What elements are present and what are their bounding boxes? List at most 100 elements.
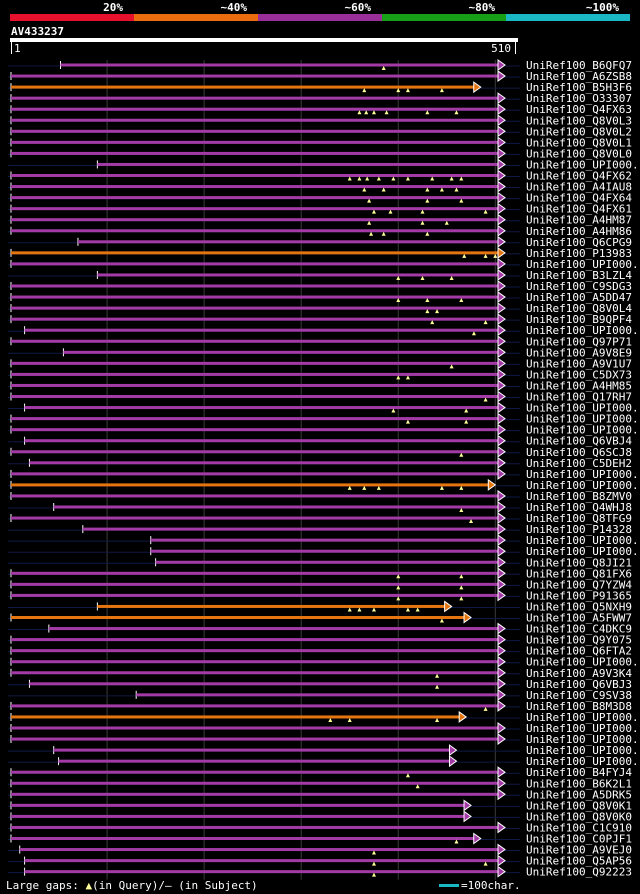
hit-label[interactable]: UniRef100_Q92223: [526, 866, 632, 879]
hit-label[interactable]: UniRef100_C9SV38: [526, 689, 632, 702]
hit-row[interactable]: UniRef100_A4HM86: [8, 225, 632, 238]
hit-row[interactable]: UniRef100_UPI000..: [8, 324, 640, 337]
hit-label[interactable]: UniRef100_Q8V0K0: [526, 810, 632, 823]
hit-row[interactable]: UniRef100_Q92223: [8, 866, 632, 879]
hit-row[interactable]: UniRef100_Q4FX61: [8, 203, 632, 216]
hit-label[interactable]: UniRef100_UPI000..: [526, 424, 640, 437]
hit-row[interactable]: UniRef100_Q9Y075: [8, 634, 632, 647]
hit-row[interactable]: UniRef100_Q4FX64: [8, 192, 632, 205]
hit-row[interactable]: UniRef100_Q8TFG9: [8, 512, 632, 525]
hit-label[interactable]: UniRef100_Q8JI21: [526, 556, 632, 569]
hit-label[interactable]: UniRef100_UPI000..: [526, 158, 640, 171]
hit-label[interactable]: UniRef100_Q8V0L2: [526, 125, 632, 138]
hit-row[interactable]: UniRef100_C9SV38: [8, 689, 632, 702]
hit-row[interactable]: UniRef100_A6ZSB8: [8, 70, 632, 83]
hit-label[interactable]: UniRef100_C1C910: [526, 821, 632, 834]
hit-label[interactable]: UniRef100_Q8V0L4: [526, 302, 632, 315]
hit-row[interactable]: UniRef100_Q8V0K1: [8, 799, 632, 812]
hit-row[interactable]: UniRef100_A9V8E9: [8, 346, 632, 359]
hit-label[interactable]: UniRef100_UPI000..: [526, 545, 640, 558]
hit-row[interactable]: UniRef100_UPI000..: [8, 534, 640, 547]
hit-row[interactable]: UniRef100_B5H3F6: [8, 81, 632, 94]
hit-label[interactable]: UniRef100_Q6CPG9: [526, 236, 632, 249]
hit-row[interactable]: UniRef100_Q4FX62: [8, 170, 632, 183]
hit-row[interactable]: UniRef100_P13983: [8, 247, 632, 260]
hit-label[interactable]: UniRef100_UPI000..: [526, 468, 640, 481]
hit-row[interactable]: UniRef100_UPI000..: [8, 413, 640, 426]
hit-row[interactable]: UniRef100_B4FYJ4: [8, 766, 632, 779]
hit-label[interactable]: UniRef100_A5DD47: [526, 291, 632, 304]
hit-label[interactable]: UniRef100_UPI000..: [526, 324, 640, 337]
hit-row[interactable]: UniRef100_Q8V0L2: [8, 125, 632, 138]
hit-label[interactable]: UniRef100_P91365: [526, 589, 632, 602]
hit-row[interactable]: UniRef100_A9V1U7: [8, 357, 632, 370]
hit-label[interactable]: UniRef100_Q8V0L3: [526, 114, 632, 127]
hit-label[interactable]: UniRef100_Q4FX63: [526, 103, 632, 116]
hit-row[interactable]: UniRef100_UPI000..: [8, 402, 640, 415]
hit-label[interactable]: UniRef100_A4HM85: [526, 379, 632, 392]
hit-row[interactable]: UniRef100_A4HM85: [8, 379, 632, 392]
hit-row[interactable]: UniRef100_A5FWW7: [8, 612, 632, 625]
hit-label[interactable]: UniRef100_B6QFQ7: [526, 59, 632, 72]
hit-label[interactable]: UniRef100_UPI000..: [526, 479, 640, 492]
hit-label[interactable]: UniRef100_Q6VBJ3: [526, 678, 632, 691]
hit-row[interactable]: UniRef100_B6K2L1: [8, 777, 632, 790]
hit-row[interactable]: UniRef100_B6QFQ7: [8, 59, 632, 72]
hit-label[interactable]: UniRef100_Q6FTA2: [526, 645, 632, 658]
hit-label[interactable]: UniRef100_Q5AP56: [526, 855, 632, 868]
hit-label[interactable]: UniRef100_B4FYJ4: [526, 766, 632, 779]
hit-row[interactable]: UniRef100_Q97P71: [8, 335, 632, 348]
hit-row[interactable]: UniRef100_B8M3D8: [8, 700, 632, 713]
hit-row[interactable]: UniRef100_Q8JI21: [8, 556, 632, 569]
hit-row[interactable]: UniRef100_C4DKC9: [8, 623, 632, 636]
hit-label[interactable]: UniRef100_A9V3K4: [526, 667, 632, 680]
hit-label[interactable]: UniRef100_B5H3F6: [526, 81, 632, 94]
hit-label[interactable]: UniRef100_P13983: [526, 247, 632, 260]
hit-label[interactable]: UniRef100_Q97P71: [526, 335, 632, 348]
hit-label[interactable]: UniRef100_Q17RH7: [526, 391, 632, 404]
hit-label[interactable]: UniRef100_B8M3D8: [526, 700, 632, 713]
hit-row[interactable]: UniRef100_C9SDG3: [8, 280, 632, 293]
hit-label[interactable]: UniRef100_Q4FX61: [526, 203, 632, 216]
hit-row[interactable]: UniRef100_UPI000..: [8, 468, 640, 481]
hit-row[interactable]: UniRef100_Q7YZW4: [8, 578, 632, 591]
hit-row[interactable]: UniRef100_Q81FX6: [8, 567, 632, 580]
hit-row[interactable]: UniRef100_C0PJF1: [8, 833, 632, 846]
hit-row[interactable]: UniRef100_A4IAU8: [8, 181, 632, 194]
hit-row[interactable]: UniRef100_A5DRK5: [8, 788, 632, 801]
hit-label[interactable]: UniRef100_UPI000..: [526, 733, 640, 746]
hit-row[interactable]: UniRef100_Q8V0L4: [8, 302, 632, 315]
hit-label[interactable]: UniRef100_A5FWW7: [526, 612, 632, 625]
hit-row[interactable]: UniRef100_A4HM87: [8, 214, 632, 227]
hit-label[interactable]: UniRef100_B6K2L1: [526, 777, 632, 790]
hit-row[interactable]: UniRef100_UPI000..: [8, 158, 640, 171]
hit-label[interactable]: UniRef100_A9V8E9: [526, 346, 632, 359]
hit-label[interactable]: UniRef100_Q5NXH9: [526, 600, 632, 613]
hit-label[interactable]: UniRef100_C5DEH2: [526, 457, 632, 470]
hit-row[interactable]: UniRef100_C5DX73: [8, 368, 632, 381]
hit-row[interactable]: UniRef100_Q8V0L1: [8, 136, 632, 149]
hit-row[interactable]: UniRef100_UPI000..: [8, 424, 640, 437]
hit-row[interactable]: UniRef100_C1C910: [8, 821, 632, 834]
hit-label[interactable]: UniRef100_Q4WHJ8: [526, 501, 632, 514]
hit-label[interactable]: UniRef100_C5DX73: [526, 368, 632, 381]
hit-label[interactable]: UniRef100_A9V1U7: [526, 357, 632, 370]
hit-label[interactable]: UniRef100_Q6VBJ4: [526, 435, 632, 448]
hit-row[interactable]: UniRef100_Q6VBJ4: [8, 435, 632, 448]
hit-label[interactable]: UniRef100_A9VEJ0: [526, 844, 632, 857]
hit-label[interactable]: UniRef100_A4IAU8: [526, 181, 632, 194]
hit-row[interactable]: UniRef100_A5DD47: [8, 291, 632, 304]
hit-label[interactable]: UniRef100_A5DRK5: [526, 788, 632, 801]
hit-row[interactable]: UniRef100_A9V3K4: [8, 667, 632, 680]
hit-row[interactable]: UniRef100_UPI000..: [8, 545, 640, 558]
hit-row[interactable]: UniRef100_Q5NXH9: [8, 600, 632, 613]
hit-label[interactable]: UniRef100_UPI000..: [526, 656, 640, 669]
hit-row[interactable]: UniRef100_O33307: [8, 92, 632, 105]
hit-label[interactable]: UniRef100_UPI000..: [526, 402, 640, 415]
hit-row[interactable]: UniRef100_B8ZMV0: [8, 490, 632, 503]
hit-row[interactable]: UniRef100_Q17RH7: [8, 391, 632, 404]
hit-row[interactable]: UniRef100_A9VEJ0: [8, 844, 632, 857]
hit-label[interactable]: UniRef100_B9QPF4: [526, 313, 632, 326]
hit-label[interactable]: UniRef100_A4HM86: [526, 225, 632, 238]
hit-label[interactable]: UniRef100_A4HM87: [526, 214, 632, 227]
